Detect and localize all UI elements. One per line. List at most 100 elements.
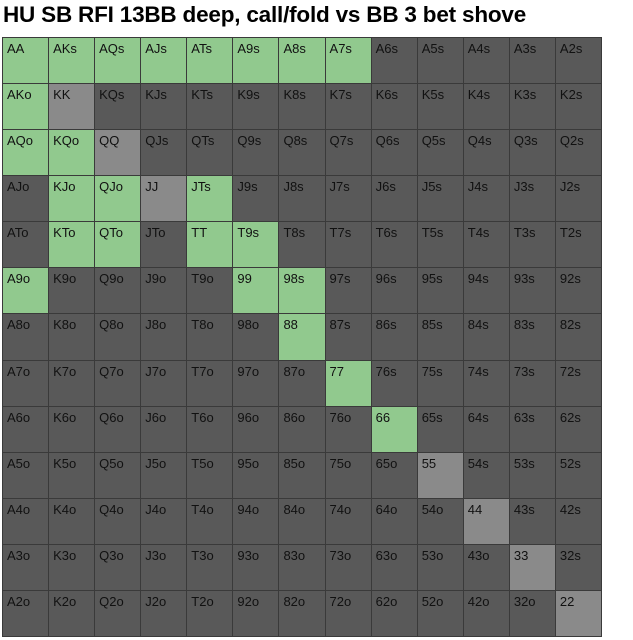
hand-cell-53o: 53o (417, 544, 464, 591)
hand-cell-32s: 32s (555, 544, 602, 591)
hand-cell-42o: 42o (463, 590, 510, 637)
hand-cell-K2o: K2o (49, 590, 96, 637)
hand-cell-87s: 87s (325, 314, 372, 361)
hand-cell-Q4s: Q4s (463, 130, 510, 177)
hand-cell-83s: 83s (509, 314, 556, 361)
hand-cell-ATo: ATo (3, 222, 50, 269)
hand-cell-T6o: T6o (187, 406, 234, 453)
hand-cell-T2o: T2o (187, 590, 234, 637)
hand-cell-74s: 74s (463, 360, 510, 407)
hand-cell-Q2s: Q2s (555, 130, 602, 177)
hand-cell-98s: 98s (279, 268, 326, 315)
hand-cell-K7o: K7o (49, 360, 96, 407)
hand-cell-94o: 94o (233, 498, 280, 545)
hand-cell-K9s: K9s (233, 84, 280, 131)
hand-cell-AA: AA (3, 38, 50, 85)
hand-cell-T6s: T6s (371, 222, 418, 269)
hand-cell-A3o: A3o (3, 544, 50, 591)
hand-cell-77: 77 (325, 360, 372, 407)
hand-cell-92o: 92o (233, 590, 280, 637)
hand-cell-KJo: KJo (49, 176, 96, 223)
hand-cell-AQs: AQs (95, 38, 142, 85)
hand-cell-J5s: J5s (417, 176, 464, 223)
hand-cell-64s: 64s (463, 406, 510, 453)
hand-cell-K7s: K7s (325, 84, 372, 131)
hand-cell-82o: 82o (279, 590, 326, 637)
hand-cell-A3s: A3s (509, 38, 556, 85)
hand-cell-76s: 76s (371, 360, 418, 407)
hand-cell-K8s: K8s (279, 84, 326, 131)
hand-cell-86o: 86o (279, 406, 326, 453)
hand-cell-97s: 97s (325, 268, 372, 315)
hand-cell-42s: 42s (555, 498, 602, 545)
hand-cell-84s: 84s (463, 314, 510, 361)
hand-cell-K4o: K4o (49, 498, 96, 545)
hand-cell-54o: 54o (417, 498, 464, 545)
hand-cell-T7s: T7s (325, 222, 372, 269)
hand-cell-J4o: J4o (141, 498, 188, 545)
hand-cell-QQ: QQ (95, 130, 142, 177)
hand-cell-KQs: KQs (95, 84, 142, 131)
hand-cell-72o: 72o (325, 590, 372, 637)
hand-cell-88: 88 (279, 314, 326, 361)
hand-cell-Q5o: Q5o (95, 452, 142, 499)
hand-cell-75s: 75s (417, 360, 464, 407)
hand-cell-J5o: J5o (141, 452, 188, 499)
hand-cell-93s: 93s (509, 268, 556, 315)
hand-cell-J3s: J3s (509, 176, 556, 223)
hand-cell-Q7s: Q7s (325, 130, 372, 177)
hand-cell-Q8s: Q8s (279, 130, 326, 177)
hand-cell-A9o: A9o (3, 268, 50, 315)
hand-cell-K5o: K5o (49, 452, 96, 499)
hand-cell-AJo: AJo (3, 176, 50, 223)
hand-cell-J3o: J3o (141, 544, 188, 591)
hand-cell-QTo: QTo (95, 222, 142, 269)
hand-cell-QTs: QTs (187, 130, 234, 177)
hand-cell-K3s: K3s (509, 84, 556, 131)
hand-cell-Q7o: Q7o (95, 360, 142, 407)
hand-cell-ATs: ATs (187, 38, 234, 85)
hand-cell-65s: 65s (417, 406, 464, 453)
hand-cell-33: 33 (509, 544, 556, 591)
hand-cell-99: 99 (233, 268, 280, 315)
hand-cell-K3o: K3o (49, 544, 96, 591)
hand-cell-A5s: A5s (417, 38, 464, 85)
hand-cell-Q6s: Q6s (371, 130, 418, 177)
hand-cell-64o: 64o (371, 498, 418, 545)
hand-cell-A6s: A6s (371, 38, 418, 85)
hand-cell-A7o: A7o (3, 360, 50, 407)
hand-cell-52s: 52s (555, 452, 602, 499)
hand-cell-K8o: K8o (49, 314, 96, 361)
hand-cell-J2s: J2s (555, 176, 602, 223)
hand-cell-63o: 63o (371, 544, 418, 591)
hand-cell-43s: 43s (509, 498, 556, 545)
hand-cell-63s: 63s (509, 406, 556, 453)
hand-cell-96o: 96o (233, 406, 280, 453)
hand-cell-J4s: J4s (463, 176, 510, 223)
hand-range-grid: AA AKs AQs AJs ATs A9s A8s A7s A6s A5s A4s A3s A2s AK… (2, 37, 602, 637)
hand-cell-T8s: T8s (279, 222, 326, 269)
hand-cell-T4s: T4s (463, 222, 510, 269)
hand-cell-Q9o: Q9o (95, 268, 142, 315)
hand-cell-A9s: A9s (233, 38, 280, 85)
hand-cell-J8o: J8o (141, 314, 188, 361)
hand-cell-T4o: T4o (187, 498, 234, 545)
hand-cell-A8s: A8s (279, 38, 326, 85)
hand-cell-76o: 76o (325, 406, 372, 453)
hand-cell-95s: 95s (417, 268, 464, 315)
hand-cell-85s: 85s (417, 314, 464, 361)
chart-title: HU SB RFI 13BB deep, call/fold vs BB 3 b… (3, 2, 527, 27)
hand-cell-73o: 73o (325, 544, 372, 591)
hand-cell-AKs: AKs (49, 38, 96, 85)
hand-cell-K6o: K6o (49, 406, 96, 453)
hand-cell-JTo: JTo (141, 222, 188, 269)
hand-cell-Q2o: Q2o (95, 590, 142, 637)
hand-cell-J6s: J6s (371, 176, 418, 223)
hand-cell-J7s: J7s (325, 176, 372, 223)
hand-cell-T3o: T3o (187, 544, 234, 591)
hand-cell-A8o: A8o (3, 314, 50, 361)
hand-cell-K2s: K2s (555, 84, 602, 131)
hand-cell-32o: 32o (509, 590, 556, 637)
hand-cell-Q6o: Q6o (95, 406, 142, 453)
hand-cell-KK: KK (49, 84, 96, 131)
